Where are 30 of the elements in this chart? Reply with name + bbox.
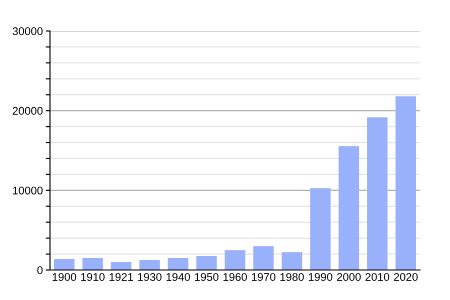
y-tick-label: 20000 (12, 106, 43, 115)
x-tick-label: 1921 (110, 273, 133, 281)
bar (224, 250, 246, 270)
bar (168, 258, 188, 270)
x-tick-label: 1980 (280, 273, 304, 281)
x-tick-label: 2020 (394, 273, 418, 281)
bar (82, 258, 103, 270)
bar (110, 262, 132, 270)
bar (196, 256, 217, 270)
x-tick-label: 2010 (366, 273, 390, 281)
x-tick-label: 1940 (166, 273, 190, 281)
x-tick-label: 1990 (308, 273, 332, 281)
x-tick-label: 1900 (52, 273, 76, 281)
bar (139, 260, 160, 270)
bar (54, 259, 74, 270)
x-tick-label: 1970 (252, 273, 276, 281)
bar (253, 246, 274, 270)
x-tick-label: 1950 (195, 273, 218, 281)
x-tick-label: 1930 (138, 273, 162, 281)
x-tick-label: 2000 (337, 273, 361, 281)
x-tick-label: 1910 (81, 273, 105, 281)
bar (310, 188, 331, 270)
bar (338, 146, 360, 270)
y-tick-label: 0 (37, 266, 43, 274)
bar (282, 252, 302, 270)
y-tick-label: 10000 (13, 186, 43, 194)
bar (367, 117, 388, 270)
bar (396, 96, 416, 270)
y-tick-label: 30000 (12, 27, 43, 36)
x-tick-label: 1960 (223, 273, 247, 281)
